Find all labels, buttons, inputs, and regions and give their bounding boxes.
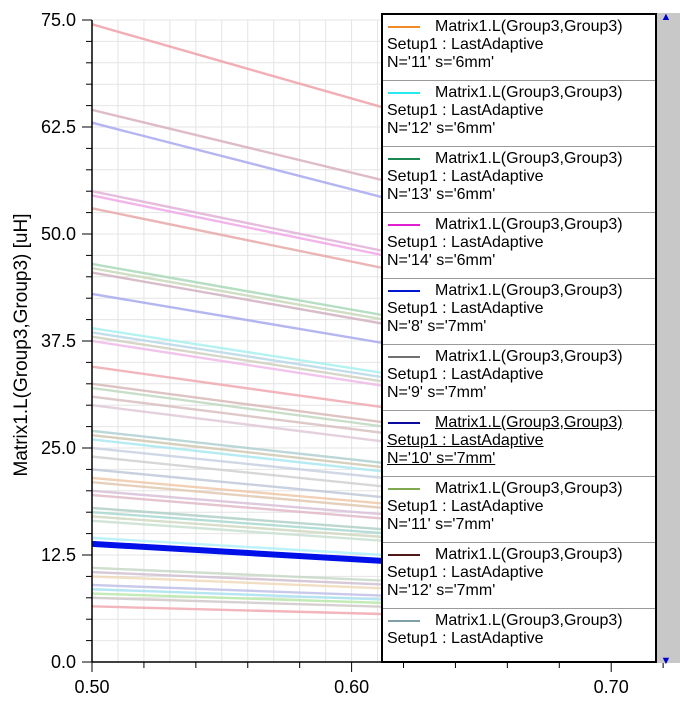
legend-swatch <box>388 158 420 160</box>
legend-label-line1: Matrix1.L(Group3,Group3) <box>435 546 623 563</box>
legend-entry[interactable]: Matrix1.L(Group3,Group3) Setup1 : LastAda… <box>383 147 655 213</box>
legend-label-line2: Setup1 : LastAdaptive <box>387 366 544 383</box>
legend-swatch <box>388 290 420 292</box>
legend-label-line1: Matrix1.L(Group3,Group3) <box>435 348 623 365</box>
legend-swatch <box>388 422 420 424</box>
y-tick-label: 75.0 <box>41 10 76 30</box>
legend-entry[interactable]: Matrix1.L(Group3,Group3) Setup1 : LastAda… <box>383 345 655 411</box>
x-tick-label: 0.60 <box>334 677 369 697</box>
legend-label-line3: N='11' s='6mm' <box>387 54 495 71</box>
legend-entry[interactable]: Matrix1.L(Group3,Group3) Setup1 : LastAda… <box>383 213 655 279</box>
legend-swatch <box>388 224 420 226</box>
legend-entry[interactable]: Matrix1.L(Group3,Group3) Setup1 : LastAda… <box>383 81 655 147</box>
legend-entry[interactable]: Matrix1.L(Group3,Group3) Setup1 : LastAda… <box>383 279 655 345</box>
legend-swatch <box>388 554 420 556</box>
legend-label-line2: Setup1 : LastAdaptive <box>387 168 544 185</box>
legend-label-line1: Matrix1.L(Group3,Group3) <box>435 150 623 167</box>
x-tick-label: 0.50 <box>74 677 109 697</box>
legend-swatch <box>388 26 420 28</box>
legend-entry[interactable]: Matrix1.L(Group3,Group3) Setup1 : LastAda… <box>383 411 655 477</box>
legend-label-line2: Setup1 : LastAdaptive <box>387 234 544 251</box>
legend-label-line2: Setup1 : LastAdaptive <box>387 432 544 449</box>
legend-label-line1: Matrix1.L(Group3,Group3) <box>435 480 623 497</box>
legend-label-line3: N='9' s='7mm' <box>387 384 487 401</box>
legend-label-line1: Matrix1.L(Group3,Group3) <box>435 414 623 431</box>
legend-label-line1: Matrix1.L(Group3,Group3) <box>435 18 623 35</box>
y-tick-label: 37.5 <box>41 331 76 351</box>
legend-swatch <box>388 92 420 94</box>
legend-label-line3: N='13' s='6mm' <box>387 186 496 203</box>
legend[interactable]: Matrix1.L(Group3,Group3) Setup1 : LastAda… <box>381 13 657 663</box>
legend-label-line1: Matrix1.L(Group3,Group3) <box>435 612 623 629</box>
legend-entry[interactable]: Matrix1.L(Group3,Group3) Setup1 : LastAda… <box>383 477 655 543</box>
legend-label-line3: N='8' s='7mm' <box>387 318 487 335</box>
y-tick-label: 50.0 <box>41 224 76 244</box>
legend-label-line2: Setup1 : LastAdaptive <box>387 564 544 581</box>
legend-label-line3: N='10' s='7mm' <box>387 450 496 467</box>
legend-label-line2: Setup1 : LastAdaptive <box>387 36 544 53</box>
legend-entry[interactable]: Matrix1.L(Group3,Group3) Setup1 : LastAda… <box>383 15 655 81</box>
legend-label-line1: Matrix1.L(Group3,Group3) <box>435 84 623 101</box>
x-tick-label: 0.70 <box>594 677 629 697</box>
tick-labels: 0.0 12.5 25.0 37.5 50.0 62.5 75.0 0.50 0.60 0.70 <box>41 10 629 697</box>
arrow-up-icon[interactable]: ▲ <box>660 11 672 23</box>
legend-label-line3: N='12' s='7mm' <box>387 582 496 599</box>
legend-label-line1: Matrix1.L(Group3,Group3) <box>435 216 623 233</box>
legend-label-line3: N='14' s='6mm' <box>387 252 496 269</box>
legend-scrollbar[interactable] <box>657 13 680 663</box>
legend-label-line2: Setup1 : LastAdaptive <box>387 498 544 515</box>
y-tick-label: 62.5 <box>41 117 76 137</box>
y-tick-label: 0.0 <box>51 652 76 672</box>
y-tick-label: 12.5 <box>41 545 76 565</box>
legend-swatch <box>388 356 420 358</box>
y-tick-label: 25.0 <box>41 438 76 458</box>
legend-entry[interactable]: Matrix1.L(Group3,Group3) Setup1 : LastAda… <box>383 609 655 661</box>
legend-label-line2: Setup1 : LastAdaptive <box>387 630 544 647</box>
y-axis-title: Matrix1.L(Group3,Group3) [uH] <box>11 214 32 477</box>
legend-label-line2: Setup1 : LastAdaptive <box>387 300 544 317</box>
arrow-down-icon[interactable]: ▼ <box>660 655 672 667</box>
legend-label-line3: N='11' s='7mm' <box>387 516 495 533</box>
legend-label-line1: Matrix1.L(Group3,Group3) <box>435 282 623 299</box>
legend-swatch <box>388 488 420 490</box>
legend-entry[interactable]: Matrix1.L(Group3,Group3) Setup1 : LastAda… <box>383 543 655 609</box>
legend-label-line2: Setup1 : LastAdaptive <box>387 102 544 119</box>
legend-label-line3: N='12' s='6mm' <box>387 120 496 137</box>
legend-swatch <box>388 620 420 622</box>
